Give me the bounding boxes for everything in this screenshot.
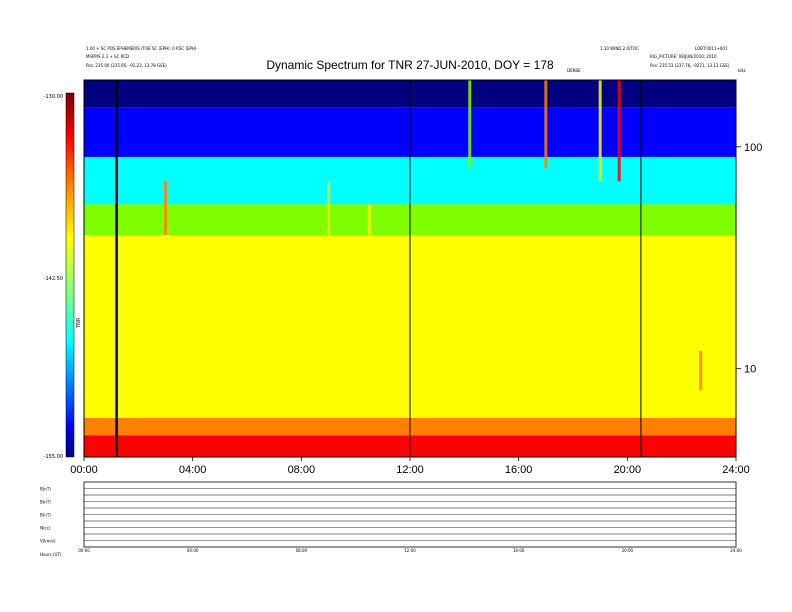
- header-center-right: 1.10 WIND 2.0/TOC: [600, 46, 639, 51]
- x-tick-label: 16:00: [505, 464, 533, 476]
- bottom-parameter-strip: B(nT) B(nT) B(nT) N(cc) V(km/s) 00:00 04:00 08…: [40, 481, 742, 557]
- strip-row-label: V(km/s): [40, 539, 56, 544]
- event-label: DENSE: [567, 68, 581, 73]
- spectral-streak-1: [327, 181, 330, 236]
- strip-tick-label: 12:00: [404, 548, 416, 553]
- y-tick-label: 10: [744, 364, 756, 376]
- strip-tick-label: 20:00: [622, 548, 634, 553]
- strip-tick-label: 00:00: [78, 548, 90, 553]
- colorbar-min-label: -155.00: [44, 454, 63, 460]
- spectral-streak-3: [468, 80, 472, 169]
- x-tick-label: 20:00: [614, 464, 642, 476]
- strip-row-label: N(cc): [40, 526, 51, 531]
- strip-tick-label: 16:00: [513, 548, 525, 553]
- header-right-line2: RIG_PICTURE: 08/JUN/2010; 2010: [650, 54, 717, 59]
- spectral-streak-4: [544, 80, 548, 169]
- colorbar-max-label: -130.00: [44, 94, 63, 100]
- colorbar-side-label: TNR: [76, 317, 82, 329]
- spectral-streak-6: [617, 80, 621, 182]
- strip-tick-label: 08:00: [296, 548, 308, 553]
- spectrogram-plot: [83, 79, 737, 458]
- khz-label: kHz: [738, 68, 745, 73]
- spectral-streak-5: [598, 80, 602, 182]
- header-right-line1: LOBT:0011+001: [695, 46, 728, 51]
- strip-time-label: Hours (UT): [40, 552, 62, 557]
- header-right-line3: Pos: 235.53 (237.76, -9271, 13.13 GSE): [650, 63, 730, 68]
- x-tick-label: 08:00: [288, 464, 316, 476]
- x-tick-label: 00:00: [70, 464, 98, 476]
- x-tick-label: 12:00: [396, 464, 424, 476]
- strip-row-label: B(nT): [40, 487, 51, 492]
- header-left-line1: 1.00 + SC POS EPHEMERIS (TOE SC (EPH): 0…: [86, 46, 197, 51]
- strip-tick-label: 24:00: [730, 548, 742, 553]
- x-tick-label: 24:00: [722, 464, 750, 476]
- header-left-line2: MSPPIS 2.3 + SC RCD: [86, 54, 129, 59]
- y-tick-label: 100: [744, 142, 762, 154]
- header-left-line3: Pos: 235.00 (235.95, -91.23, 13.78 GSE): [86, 63, 167, 68]
- strip-row-label: B(nT): [40, 513, 51, 518]
- colorbar-mid-label: -142.50: [44, 276, 63, 282]
- strip-tick-label: 04:00: [187, 548, 199, 553]
- spectral-streak-0: [164, 181, 167, 236]
- spectral-streak-2: [367, 204, 371, 281]
- colorbar: [65, 92, 75, 458]
- x-tick-label: 04:00: [179, 464, 207, 476]
- strip-row-label: B(nT): [40, 500, 51, 505]
- chart-title: Dynamic Spectrum for TNR 27-JUN-2010, DO…: [266, 58, 554, 72]
- spectral-streak-7: [699, 351, 703, 391]
